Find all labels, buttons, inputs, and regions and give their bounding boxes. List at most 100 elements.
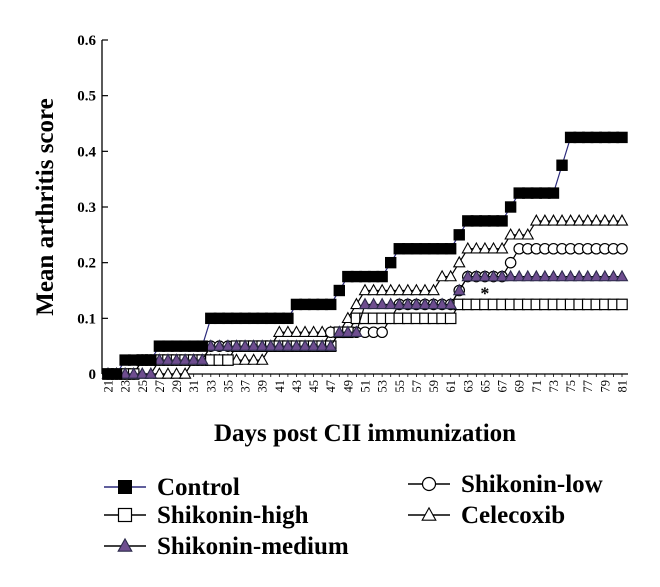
data-point	[504, 269, 518, 282]
data-point	[512, 227, 526, 240]
data-point	[616, 242, 628, 255]
x-tick-label: 73	[547, 380, 561, 393]
data-point	[325, 298, 337, 311]
legend-label: Control	[157, 474, 240, 501]
data-point	[385, 256, 397, 269]
x-tick-label: 35	[221, 380, 235, 393]
data-point	[615, 269, 629, 282]
data-point	[230, 353, 243, 365]
x-tick-label: 61	[444, 380, 458, 393]
data-point	[529, 214, 543, 226]
y-tick-label: 0	[89, 367, 97, 383]
data-point	[418, 297, 432, 310]
legend-label: Shikonin-low	[461, 471, 603, 498]
data-point	[607, 214, 620, 226]
data-point	[504, 227, 518, 240]
data-point	[529, 269, 543, 282]
series-shikonin-high	[102, 298, 628, 380]
data-point	[521, 269, 535, 282]
data-point	[110, 368, 123, 380]
data-point	[153, 353, 166, 365]
x-tick-label: 53	[376, 380, 390, 393]
data-point	[170, 353, 183, 365]
data-point	[598, 269, 612, 282]
data-point	[410, 283, 423, 296]
legend-marker	[117, 537, 133, 552]
legend-item: Shikonin-low	[408, 471, 603, 498]
legend-marker	[118, 480, 132, 494]
data-point	[556, 159, 568, 171]
series-control	[102, 131, 628, 380]
series-celecoxib	[101, 214, 629, 379]
significance-marker: *	[480, 283, 489, 303]
data-point	[367, 283, 380, 296]
data-point	[204, 339, 218, 351]
data-point	[581, 269, 595, 282]
data-point	[392, 297, 406, 310]
x-tick-label: 47	[324, 380, 338, 393]
data-point	[572, 269, 586, 282]
data-point	[196, 340, 208, 352]
data-point	[358, 297, 372, 310]
data-point	[564, 214, 577, 226]
data-point	[247, 339, 261, 351]
data-point	[341, 311, 355, 324]
data-point	[282, 312, 294, 325]
data-point	[435, 297, 449, 310]
legend-label: Shikonin-high	[157, 502, 309, 529]
x-tick-label: 31	[187, 380, 201, 393]
data-point	[410, 297, 423, 310]
data-point	[555, 214, 569, 226]
data-point	[290, 325, 303, 337]
data-point	[616, 131, 628, 144]
data-point	[589, 269, 603, 282]
x-tick-label: 25	[136, 380, 150, 393]
data-point	[230, 339, 243, 351]
y-tick-label: 0.6	[77, 33, 96, 49]
data-point	[427, 297, 440, 310]
data-point	[547, 214, 560, 226]
data-point	[375, 283, 389, 296]
data-point	[444, 312, 457, 325]
data-point	[195, 353, 209, 365]
data-point	[392, 283, 406, 296]
data-point	[298, 325, 312, 337]
data-point	[452, 255, 466, 268]
x-tick-label: 33	[204, 380, 218, 393]
x-tick-label: 39	[256, 380, 270, 393]
data-point	[589, 214, 603, 226]
data-point	[324, 339, 338, 351]
data-point	[144, 367, 158, 379]
data-point	[572, 214, 586, 226]
data-point	[272, 325, 286, 337]
x-tick-label: 79	[598, 380, 612, 393]
x-tick-label: 43	[290, 380, 304, 393]
data-point	[298, 339, 312, 351]
data-point	[504, 201, 517, 213]
data-point	[478, 241, 492, 254]
x-tick-label: 59	[427, 380, 441, 393]
data-point	[135, 367, 149, 379]
x-tick-label: 51	[359, 380, 373, 393]
data-point	[350, 297, 363, 310]
data-point	[555, 269, 569, 282]
x-tick-label: 75	[564, 380, 578, 393]
x-tick-label: 49	[341, 380, 355, 393]
data-point	[538, 214, 552, 226]
data-point	[281, 339, 295, 351]
data-point	[221, 339, 235, 351]
data-point	[290, 339, 303, 351]
data-point	[118, 367, 132, 379]
x-tick-label: 21	[102, 380, 116, 393]
data-point	[444, 269, 458, 282]
data-point	[478, 269, 492, 282]
data-point	[444, 297, 458, 310]
x-tick-label: 69	[513, 380, 527, 393]
data-point	[376, 270, 388, 283]
data-point	[187, 353, 201, 365]
y-axis-title: Mean arthritis score	[32, 98, 59, 316]
data-point	[469, 269, 483, 282]
data-point	[315, 339, 329, 351]
